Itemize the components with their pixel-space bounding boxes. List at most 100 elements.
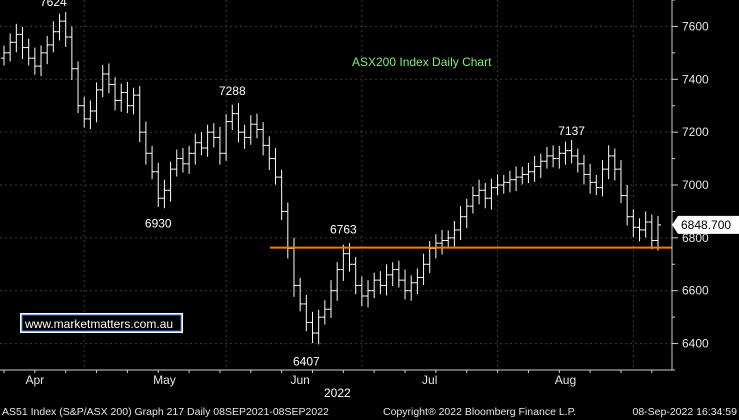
ohlc-bar <box>99 65 106 98</box>
footer: AS51 Index (S&P/ASX 200) Graph 217 Daily… <box>2 406 737 418</box>
ohlc-bar <box>75 61 82 114</box>
ohlc-bar <box>537 153 544 178</box>
ohlc-bar <box>556 145 563 169</box>
ohlc-bar <box>272 148 279 185</box>
footer-left: AS51 Index (S&P/ASX 200) Graph 217 Daily… <box>2 406 329 418</box>
y-tick-label: 7200 <box>682 125 709 139</box>
ohlc-bar <box>321 300 328 325</box>
ohlc-bar <box>568 140 575 164</box>
annotation-label: 6763 <box>330 223 357 237</box>
y-tick-label: 6800 <box>682 231 709 245</box>
watermark[interactable]: www.marketmatters.com.au <box>20 313 183 333</box>
ohlc-bar <box>617 160 624 203</box>
ohlc-bar <box>278 169 285 221</box>
ohlc-bar <box>593 174 600 196</box>
ohlc-bar <box>340 244 347 281</box>
ohlc-bar <box>315 309 322 345</box>
ohlc-bar <box>229 104 236 131</box>
ohlc-bar <box>445 230 452 248</box>
ohlc-bar <box>395 260 402 288</box>
ohlc-bar <box>334 262 341 301</box>
ohlc-bar <box>488 178 495 210</box>
ohlc-bar <box>463 198 470 229</box>
ohlc-bar <box>352 256 359 295</box>
ohlc-bar <box>611 148 618 181</box>
ohlc-bar <box>179 148 186 173</box>
ohlc-bar <box>476 179 483 205</box>
x-axis: Apr May Jun Jul Aug <box>0 369 672 387</box>
ohlc-bar <box>260 122 267 156</box>
ohlc-bar <box>587 163 594 194</box>
ohlc-bar <box>31 47 38 75</box>
annotation-label: 7137 <box>558 124 585 138</box>
ohlc-bar <box>655 215 661 251</box>
ohlc-bar <box>235 103 242 143</box>
ohlc-bar <box>519 167 526 185</box>
ohlc-bar <box>624 185 631 226</box>
ohlc-bar <box>149 145 156 180</box>
annotation-label: 6930 <box>145 217 172 231</box>
ohlc-series <box>1 12 661 345</box>
ohlc-bar <box>550 145 557 168</box>
ohlc-bar <box>297 278 304 312</box>
ohlc-bar <box>81 96 88 128</box>
y-tick-label: 7000 <box>682 178 709 192</box>
ohlc-bar <box>186 145 193 174</box>
annotations: 7624 7288 6930 6763 6407 7137 <box>40 0 585 369</box>
grid-lines <box>0 0 672 370</box>
ohlc-bar <box>210 123 217 148</box>
ohlc-bar <box>155 162 162 207</box>
ohlc-bar <box>50 21 57 53</box>
ohlc-bar <box>482 182 489 209</box>
ohlc-bar <box>62 12 69 48</box>
ohlc-bar <box>44 35 51 65</box>
ohlc-bar <box>506 170 513 193</box>
ohlc-bar <box>247 115 254 145</box>
ohlc-bar <box>142 121 149 165</box>
ohlc-bar <box>513 166 520 192</box>
ohlc-bar <box>241 124 248 149</box>
ohlc-bar <box>136 86 143 143</box>
ohlc-bar <box>365 280 372 308</box>
chart-title: ASX200 Index Daily Chart <box>352 55 492 69</box>
ohlc-bar <box>543 146 550 169</box>
ohlc-bar <box>161 179 168 209</box>
ohlc-bar <box>642 211 649 238</box>
watermark-link[interactable]: www.marketmatters.com.au <box>24 317 173 331</box>
ohlc-bar <box>383 264 390 296</box>
x-tick-label: Jul <box>422 373 437 387</box>
ohlc-bar <box>402 269 409 300</box>
y-axis: 6400 6600 6800 7000 7200 7400 7600 <box>671 0 709 371</box>
ohlc-bar <box>371 272 378 299</box>
ohlc-bar <box>105 63 112 94</box>
ohlc-bar <box>204 124 211 157</box>
ohlc-bar <box>630 209 637 238</box>
y-tick-label: 7400 <box>682 72 709 86</box>
ohlc-bar <box>7 33 14 62</box>
ohlc-bar <box>130 87 137 115</box>
ohlc-bar <box>500 174 507 194</box>
ohlc-bar <box>457 206 464 240</box>
ohlc-bar <box>167 161 174 202</box>
footer-right: 08-Sep-2022 16:34:59 <box>632 406 737 418</box>
year-label: 2022 <box>324 386 351 400</box>
ohlc-bar <box>192 133 199 165</box>
ohlc-bar <box>124 81 131 114</box>
footer-center: Copyright® 2022 Bloomberg Finance L.P. <box>383 406 576 418</box>
annotation-label: 6407 <box>293 355 320 369</box>
ohlc-bar <box>531 155 538 182</box>
ohlc-bar <box>173 149 180 177</box>
ohlc-bar <box>525 162 532 184</box>
ohlc-bar <box>118 83 125 112</box>
ohlc-bar <box>432 234 439 259</box>
ohlc-bar <box>309 311 316 344</box>
ohlc-bar <box>216 126 223 165</box>
ohlc-bar <box>426 241 433 274</box>
ohlc-bar <box>389 262 396 287</box>
ohlc-bar <box>377 271 384 295</box>
ohlc-bar <box>439 229 446 255</box>
ohlc-bar <box>358 276 365 307</box>
ohlc-bar <box>605 145 612 180</box>
x-tick-label: Aug <box>555 373 576 387</box>
